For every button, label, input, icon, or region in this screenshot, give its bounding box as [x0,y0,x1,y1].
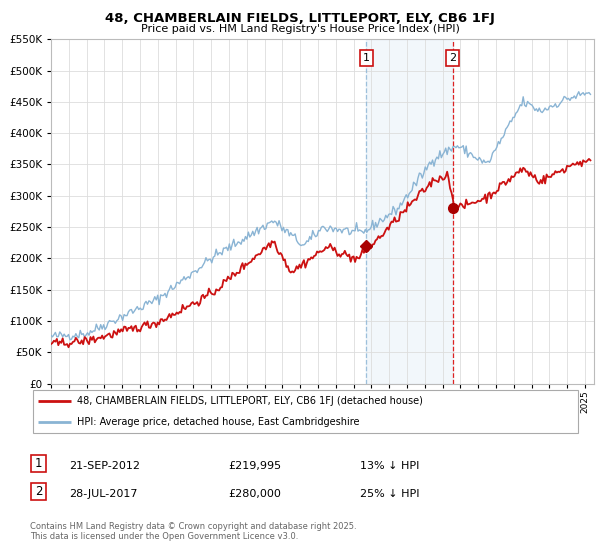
FancyBboxPatch shape [33,390,578,433]
Text: 13% ↓ HPI: 13% ↓ HPI [360,461,419,471]
Text: HPI: Average price, detached house, East Cambridgeshire: HPI: Average price, detached house, East… [77,417,359,427]
Text: 48, CHAMBERLAIN FIELDS, LITTLEPORT, ELY, CB6 1FJ (detached house): 48, CHAMBERLAIN FIELDS, LITTLEPORT, ELY,… [77,396,423,407]
Text: £280,000: £280,000 [228,489,281,499]
Text: £219,995: £219,995 [228,461,281,471]
Text: 2: 2 [35,485,42,498]
Text: Price paid vs. HM Land Registry's House Price Index (HPI): Price paid vs. HM Land Registry's House … [140,24,460,34]
Text: 1: 1 [35,457,42,470]
Text: 1: 1 [363,53,370,63]
Bar [367,39,453,384]
Text: 28-JUL-2017: 28-JUL-2017 [69,489,137,499]
Text: 25% ↓ HPI: 25% ↓ HPI [360,489,419,499]
FancyBboxPatch shape [31,455,46,472]
FancyBboxPatch shape [31,483,46,500]
Text: 21-SEP-2012: 21-SEP-2012 [69,461,140,471]
Text: Contains HM Land Registry data © Crown copyright and database right 2025.
This d: Contains HM Land Registry data © Crown c… [30,522,356,542]
Text: 2: 2 [449,53,457,63]
Text: 48, CHAMBERLAIN FIELDS, LITTLEPORT, ELY, CB6 1FJ: 48, CHAMBERLAIN FIELDS, LITTLEPORT, ELY,… [105,12,495,25]
